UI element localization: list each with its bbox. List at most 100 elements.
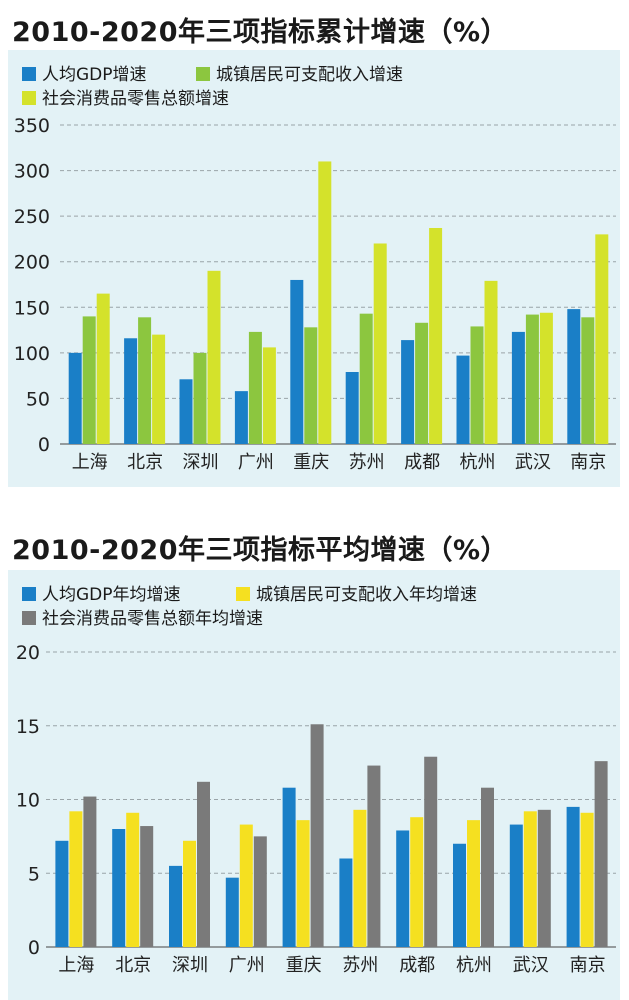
chart-panel-cumulative: 2010-2020年三项指标累计增速（%） 人均GDP增速 城镇居民可支配收入增…	[0, 0, 629, 495]
legend-swatch	[236, 587, 250, 601]
bar	[456, 355, 470, 444]
bar	[339, 858, 353, 947]
x-tick-label: 广州	[229, 955, 265, 976]
bar-chart-average: 0 5 10 15 20 上海 北京 深圳 广州 重庆 苏州 成都 杭州 武汉 南京	[16, 642, 616, 976]
x-tick-label: 杭州	[456, 955, 492, 976]
bar	[415, 322, 429, 444]
bar	[169, 865, 182, 947]
x-tick-label: 广州	[238, 452, 274, 473]
x-tick-label: 苏州	[349, 452, 385, 473]
bar	[424, 756, 438, 947]
bar	[509, 824, 523, 947]
bar	[193, 352, 207, 444]
x-tick-label: 重庆	[286, 955, 322, 976]
bar-chart-cumulative: 0 50 100 150 200 250 300 350 上海 北京 深圳 广州 重庆 苏州 成都 杭州 武汉南…	[14, 115, 616, 473]
x-tick-label: 武汉	[513, 955, 549, 976]
legend-swatch	[196, 67, 210, 81]
title-band: 2010-2020年三项指标累计增速（%）	[0, 0, 629, 50]
x-tick-label: 杭州	[460, 452, 496, 473]
bar	[581, 317, 595, 444]
bar	[82, 316, 96, 444]
bar	[467, 820, 480, 947]
x-tick-label: 南京	[570, 452, 606, 473]
bar	[310, 724, 324, 947]
chart-title: 2010-2020年三项指标累计增速（%）	[12, 17, 509, 48]
bar	[96, 293, 110, 444]
x-tick-label: 北京	[127, 452, 163, 473]
legend-item-retail: 社会消费品零售总额增速	[22, 84, 229, 109]
bar	[523, 811, 537, 947]
bar	[481, 787, 494, 947]
bar	[353, 809, 367, 947]
y-tick-label: 250	[14, 206, 50, 228]
bar	[55, 840, 69, 947]
y-tick-label: 200	[14, 252, 50, 274]
legend-label: 人均GDP年均增速	[42, 585, 181, 605]
y-tick-label: 10	[16, 790, 40, 812]
legend-label: 社会消费品零售总额年均增速	[42, 609, 263, 629]
bar	[197, 781, 210, 947]
bar	[367, 765, 381, 947]
bar	[484, 280, 498, 444]
bar	[594, 761, 608, 947]
y-tick-label: 20	[16, 642, 40, 664]
bar	[401, 340, 415, 444]
bar	[225, 877, 239, 947]
y-tick-label: 100	[14, 343, 50, 365]
bar	[537, 809, 551, 947]
bar	[262, 347, 276, 444]
x-tick-label: 苏州	[342, 955, 378, 976]
bar	[140, 826, 154, 947]
bar	[525, 314, 539, 444]
y-tick-label: 350	[14, 115, 50, 137]
bar	[566, 806, 580, 947]
chart-panel-average: 2010-2020年三项指标平均增速（%） 人均GDP年均增速 城镇居民可支配收…	[0, 518, 629, 1000]
x-tick-label: 南京	[570, 955, 606, 976]
x-tick-label: 成都	[399, 955, 435, 976]
chart-title: 2010-2020年三项指标平均增速（%）	[12, 535, 509, 566]
x-tick-label: 成都	[404, 452, 440, 473]
bar	[580, 812, 594, 947]
bar	[124, 338, 138, 444]
bar	[112, 829, 126, 947]
bar	[511, 331, 525, 444]
bar	[345, 371, 359, 444]
y-tick-label: 300	[14, 161, 50, 183]
bar	[207, 270, 221, 444]
legend-item-retail: 社会消费品零售总额年均增速	[22, 604, 263, 629]
legend-swatch	[22, 91, 36, 105]
bar	[234, 391, 248, 444]
bar	[290, 279, 304, 444]
bar	[453, 843, 466, 947]
bar	[239, 824, 253, 947]
legend-item-gdp: 人均GDP增速	[22, 60, 147, 85]
x-tick-label: 武汉	[515, 452, 551, 473]
x-tick-label: 深圳	[172, 955, 208, 976]
bar	[69, 811, 83, 947]
x-tick-label: 重庆	[293, 452, 329, 473]
legend-item-income: 城镇居民可支配收入年均增速	[236, 580, 477, 605]
bar	[179, 379, 193, 444]
y-tick-label: 150	[14, 297, 50, 319]
bar	[410, 817, 424, 947]
legend-swatch	[22, 67, 36, 81]
bar	[152, 334, 166, 444]
x-tick-label: 深圳	[183, 452, 219, 473]
bar	[318, 161, 332, 444]
bar	[68, 352, 82, 444]
bar	[83, 796, 97, 947]
bar	[359, 313, 373, 444]
legend-label: 人均GDP增速	[42, 65, 147, 85]
bar	[567, 309, 581, 444]
bar	[304, 327, 318, 444]
bar	[248, 331, 262, 444]
bar	[296, 820, 310, 947]
y-tick-label: 50	[26, 388, 50, 410]
title-band: 2010-2020年三项指标平均增速（%）	[0, 518, 629, 568]
legend-label: 城镇居民可支配收入增速	[216, 65, 403, 85]
bar	[138, 317, 152, 444]
legend-label: 城镇居民可支配收入年均增速	[256, 585, 477, 605]
x-tick-label: 上海	[72, 452, 108, 473]
legend-swatch	[22, 611, 36, 625]
bar	[183, 840, 196, 947]
